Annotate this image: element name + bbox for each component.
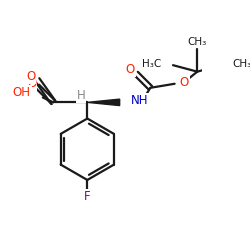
Text: H: H: [76, 90, 85, 102]
Text: O: O: [27, 76, 36, 90]
Text: H₃C: H₃C: [142, 58, 162, 68]
Text: O: O: [126, 63, 135, 76]
Text: O: O: [180, 76, 189, 89]
Text: O: O: [26, 70, 35, 83]
Text: CH₃: CH₃: [188, 37, 207, 47]
Text: CH₃: CH₃: [233, 58, 250, 68]
Text: OH: OH: [13, 86, 31, 99]
Polygon shape: [87, 99, 120, 105]
Text: NH: NH: [131, 94, 148, 107]
Text: F: F: [84, 190, 91, 203]
